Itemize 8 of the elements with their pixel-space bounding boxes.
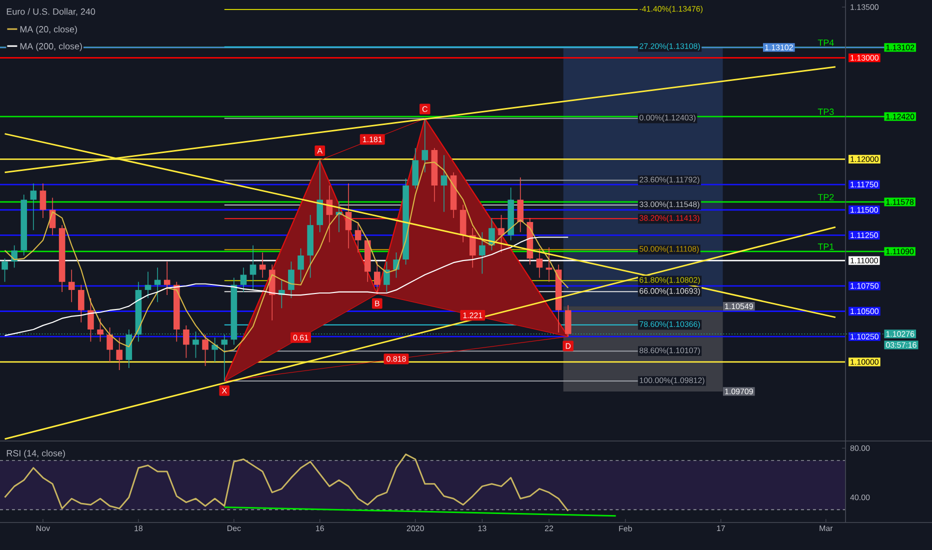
text: RSI (14, close) — [6, 450, 65, 458]
annotation: TP1 — [818, 244, 834, 250]
annotation: TP2 — [818, 194, 834, 200]
annotation: TP3 — [818, 108, 834, 115]
annotation: TP4 — [818, 40, 834, 46]
text: Euro / U.S. Dollar, 240 — [6, 8, 96, 16]
legend-label: MA (200, close) — [20, 42, 82, 52]
legend-label: MA (20, close) — [20, 26, 77, 34]
